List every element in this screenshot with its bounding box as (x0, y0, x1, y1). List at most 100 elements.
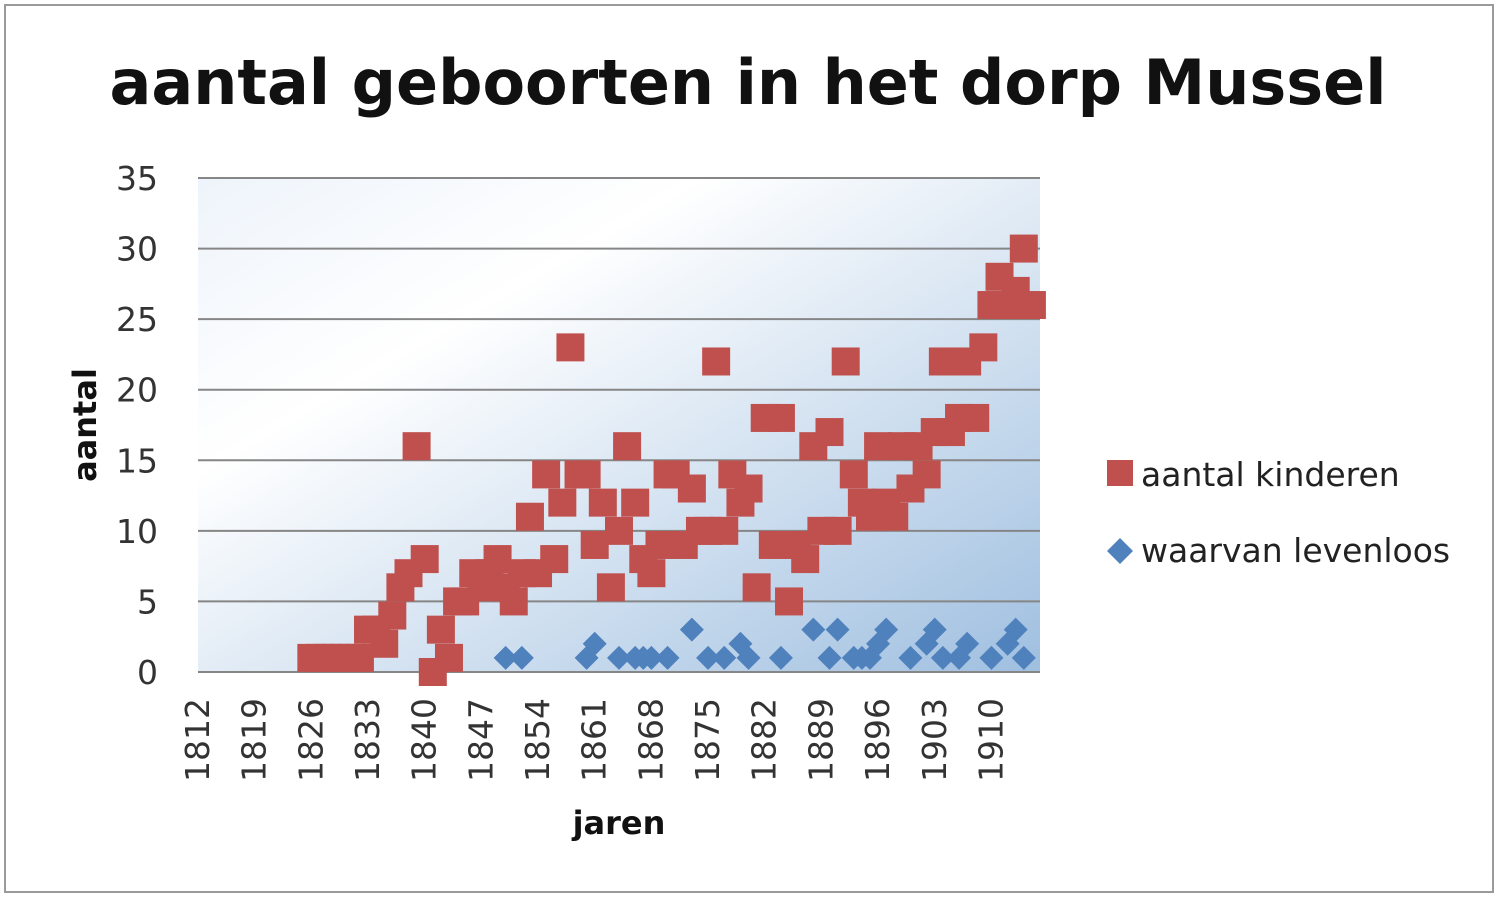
legend-label-waarvan-levenloos: waarvan levenloos (1141, 531, 1450, 570)
legend: aantal kinderen waarvan levenloos (1107, 455, 1450, 570)
y-axis-ticks: 0 5 10 15 20 25 30 35 (116, 159, 158, 692)
data-point-waarvan-levenloos (817, 645, 842, 670)
x-tick-label: 1854 (518, 698, 557, 782)
data-point-aantal-kinderen (880, 502, 909, 531)
legend-square-marker (1107, 460, 1133, 486)
data-point-aantal-kinderen (515, 502, 544, 531)
data-point-aantal-kinderen (775, 587, 804, 616)
x-tick-label: 1819 (235, 698, 274, 782)
data-point-aantal-kinderen (613, 432, 642, 461)
data-point-waarvan-levenloos (696, 645, 721, 670)
data-point-aantal-kinderen (961, 403, 990, 432)
data-point-aantal-kinderen (499, 587, 528, 616)
data-point-waarvan-levenloos (825, 617, 850, 642)
data-point-aantal-kinderen (734, 474, 763, 503)
y-tick-label: 5 (137, 582, 158, 621)
data-point-aantal-kinderen (815, 418, 844, 447)
data-point-aantal-kinderen (1017, 291, 1046, 320)
data-point-aantal-kinderen (928, 347, 957, 376)
data-point-aantal-kinderen (742, 573, 771, 602)
legend-label-aantal-kinderen: aantal kinderen (1141, 455, 1400, 494)
data-point-aantal-kinderen (912, 460, 941, 489)
data-point-waarvan-levenloos (1011, 645, 1036, 670)
data-point-waarvan-levenloos (736, 645, 761, 670)
data-point-aantal-kinderen (766, 403, 795, 432)
data-point-waarvan-levenloos (607, 645, 631, 670)
data-points (297, 234, 1046, 686)
data-point-aantal-kinderen (831, 347, 860, 376)
data-point-aantal-kinderen (969, 333, 998, 362)
y-axis-title: aantal (66, 368, 104, 482)
data-point-waarvan-levenloos (493, 645, 518, 670)
x-tick-label: 1889 (801, 698, 840, 782)
y-tick-label: 0 (137, 653, 158, 692)
data-point-waarvan-levenloos (930, 645, 955, 670)
data-point-aantal-kinderen (1009, 234, 1038, 263)
y-tick-label: 15 (116, 441, 158, 480)
data-point-aantal-kinderen (370, 629, 399, 658)
data-point-aantal-kinderen (791, 545, 820, 574)
legend-diamond-marker (1107, 538, 1133, 564)
data-point-aantal-kinderen (645, 530, 674, 559)
y-tick-label: 35 (116, 159, 158, 198)
data-point-waarvan-levenloos (639, 645, 664, 670)
data-point-aantal-kinderen (345, 643, 374, 672)
data-point-aantal-kinderen (548, 488, 577, 517)
data-point-aantal-kinderen (605, 516, 633, 545)
data-point-aantal-kinderen (556, 333, 585, 362)
data-point-aantal-kinderen (483, 545, 512, 574)
data-point-aantal-kinderen (588, 488, 617, 517)
data-point-waarvan-levenloos (801, 617, 826, 642)
data-point-aantal-kinderen (637, 559, 666, 588)
data-point-aantal-kinderen (596, 573, 625, 602)
data-point-aantal-kinderen (702, 347, 731, 376)
x-tick-label: 1861 (575, 698, 614, 782)
legend-item-aantal-kinderen[interactable]: aantal kinderen (1107, 455, 1400, 494)
x-tick-label: 1812 (178, 698, 217, 782)
data-point-aantal-kinderen (378, 601, 407, 630)
data-point-aantal-kinderen (572, 460, 601, 489)
data-point-aantal-kinderen (710, 516, 739, 545)
data-point-aantal-kinderen (758, 530, 787, 559)
data-point-waarvan-levenloos (922, 617, 947, 642)
data-point-aantal-kinderen (677, 474, 706, 503)
data-point-aantal-kinderen (823, 516, 852, 545)
data-point-waarvan-levenloos (874, 617, 899, 642)
data-point-waarvan-levenloos (955, 631, 980, 656)
data-point-waarvan-levenloos (509, 645, 534, 670)
data-point-waarvan-levenloos (1003, 617, 1028, 642)
data-point-aantal-kinderen (540, 545, 569, 574)
y-tick-label: 20 (116, 371, 158, 410)
x-axis-ticks: 1812 1819 1826 1833 1840 1847 1854 1861 1868 1875… (178, 698, 1010, 782)
x-tick-label: 1847 (461, 698, 500, 782)
x-tick-label: 1826 (291, 698, 330, 782)
data-point-aantal-kinderen (864, 432, 893, 461)
data-point-aantal-kinderen (580, 530, 609, 559)
legend-item-waarvan-levenloos[interactable]: waarvan levenloos (1107, 531, 1450, 570)
data-point-waarvan-levenloos (768, 645, 793, 670)
data-point-aantal-kinderen (532, 460, 561, 489)
data-point-aantal-kinderen (621, 488, 650, 517)
data-point-waarvan-levenloos (712, 645, 737, 670)
x-tick-label: 1840 (405, 698, 444, 782)
x-axis-title: jaren (571, 804, 666, 842)
data-point-aantal-kinderen (402, 432, 431, 461)
y-tick-label: 10 (116, 512, 158, 551)
x-tick-label: 1896 (858, 698, 897, 782)
x-tick-label: 1875 (688, 698, 727, 782)
x-tick-label: 1833 (348, 698, 387, 782)
data-point-waarvan-levenloos (679, 617, 704, 642)
data-point-aantal-kinderen (434, 643, 463, 672)
data-point-waarvan-levenloos (979, 645, 1004, 670)
x-tick-label: 1903 (915, 698, 954, 782)
x-tick-label: 1910 (971, 698, 1010, 782)
y-tick-label: 30 (116, 230, 158, 269)
y-tick-label: 25 (116, 300, 158, 339)
data-point-waarvan-levenloos (898, 645, 923, 670)
data-point-waarvan-levenloos (655, 645, 680, 670)
data-point-waarvan-levenloos (582, 631, 607, 656)
x-tick-label: 1882 (745, 698, 784, 782)
chart-title: aantal geboorten in het dorp Mussel (110, 46, 1387, 119)
data-point-aantal-kinderen (426, 615, 455, 644)
